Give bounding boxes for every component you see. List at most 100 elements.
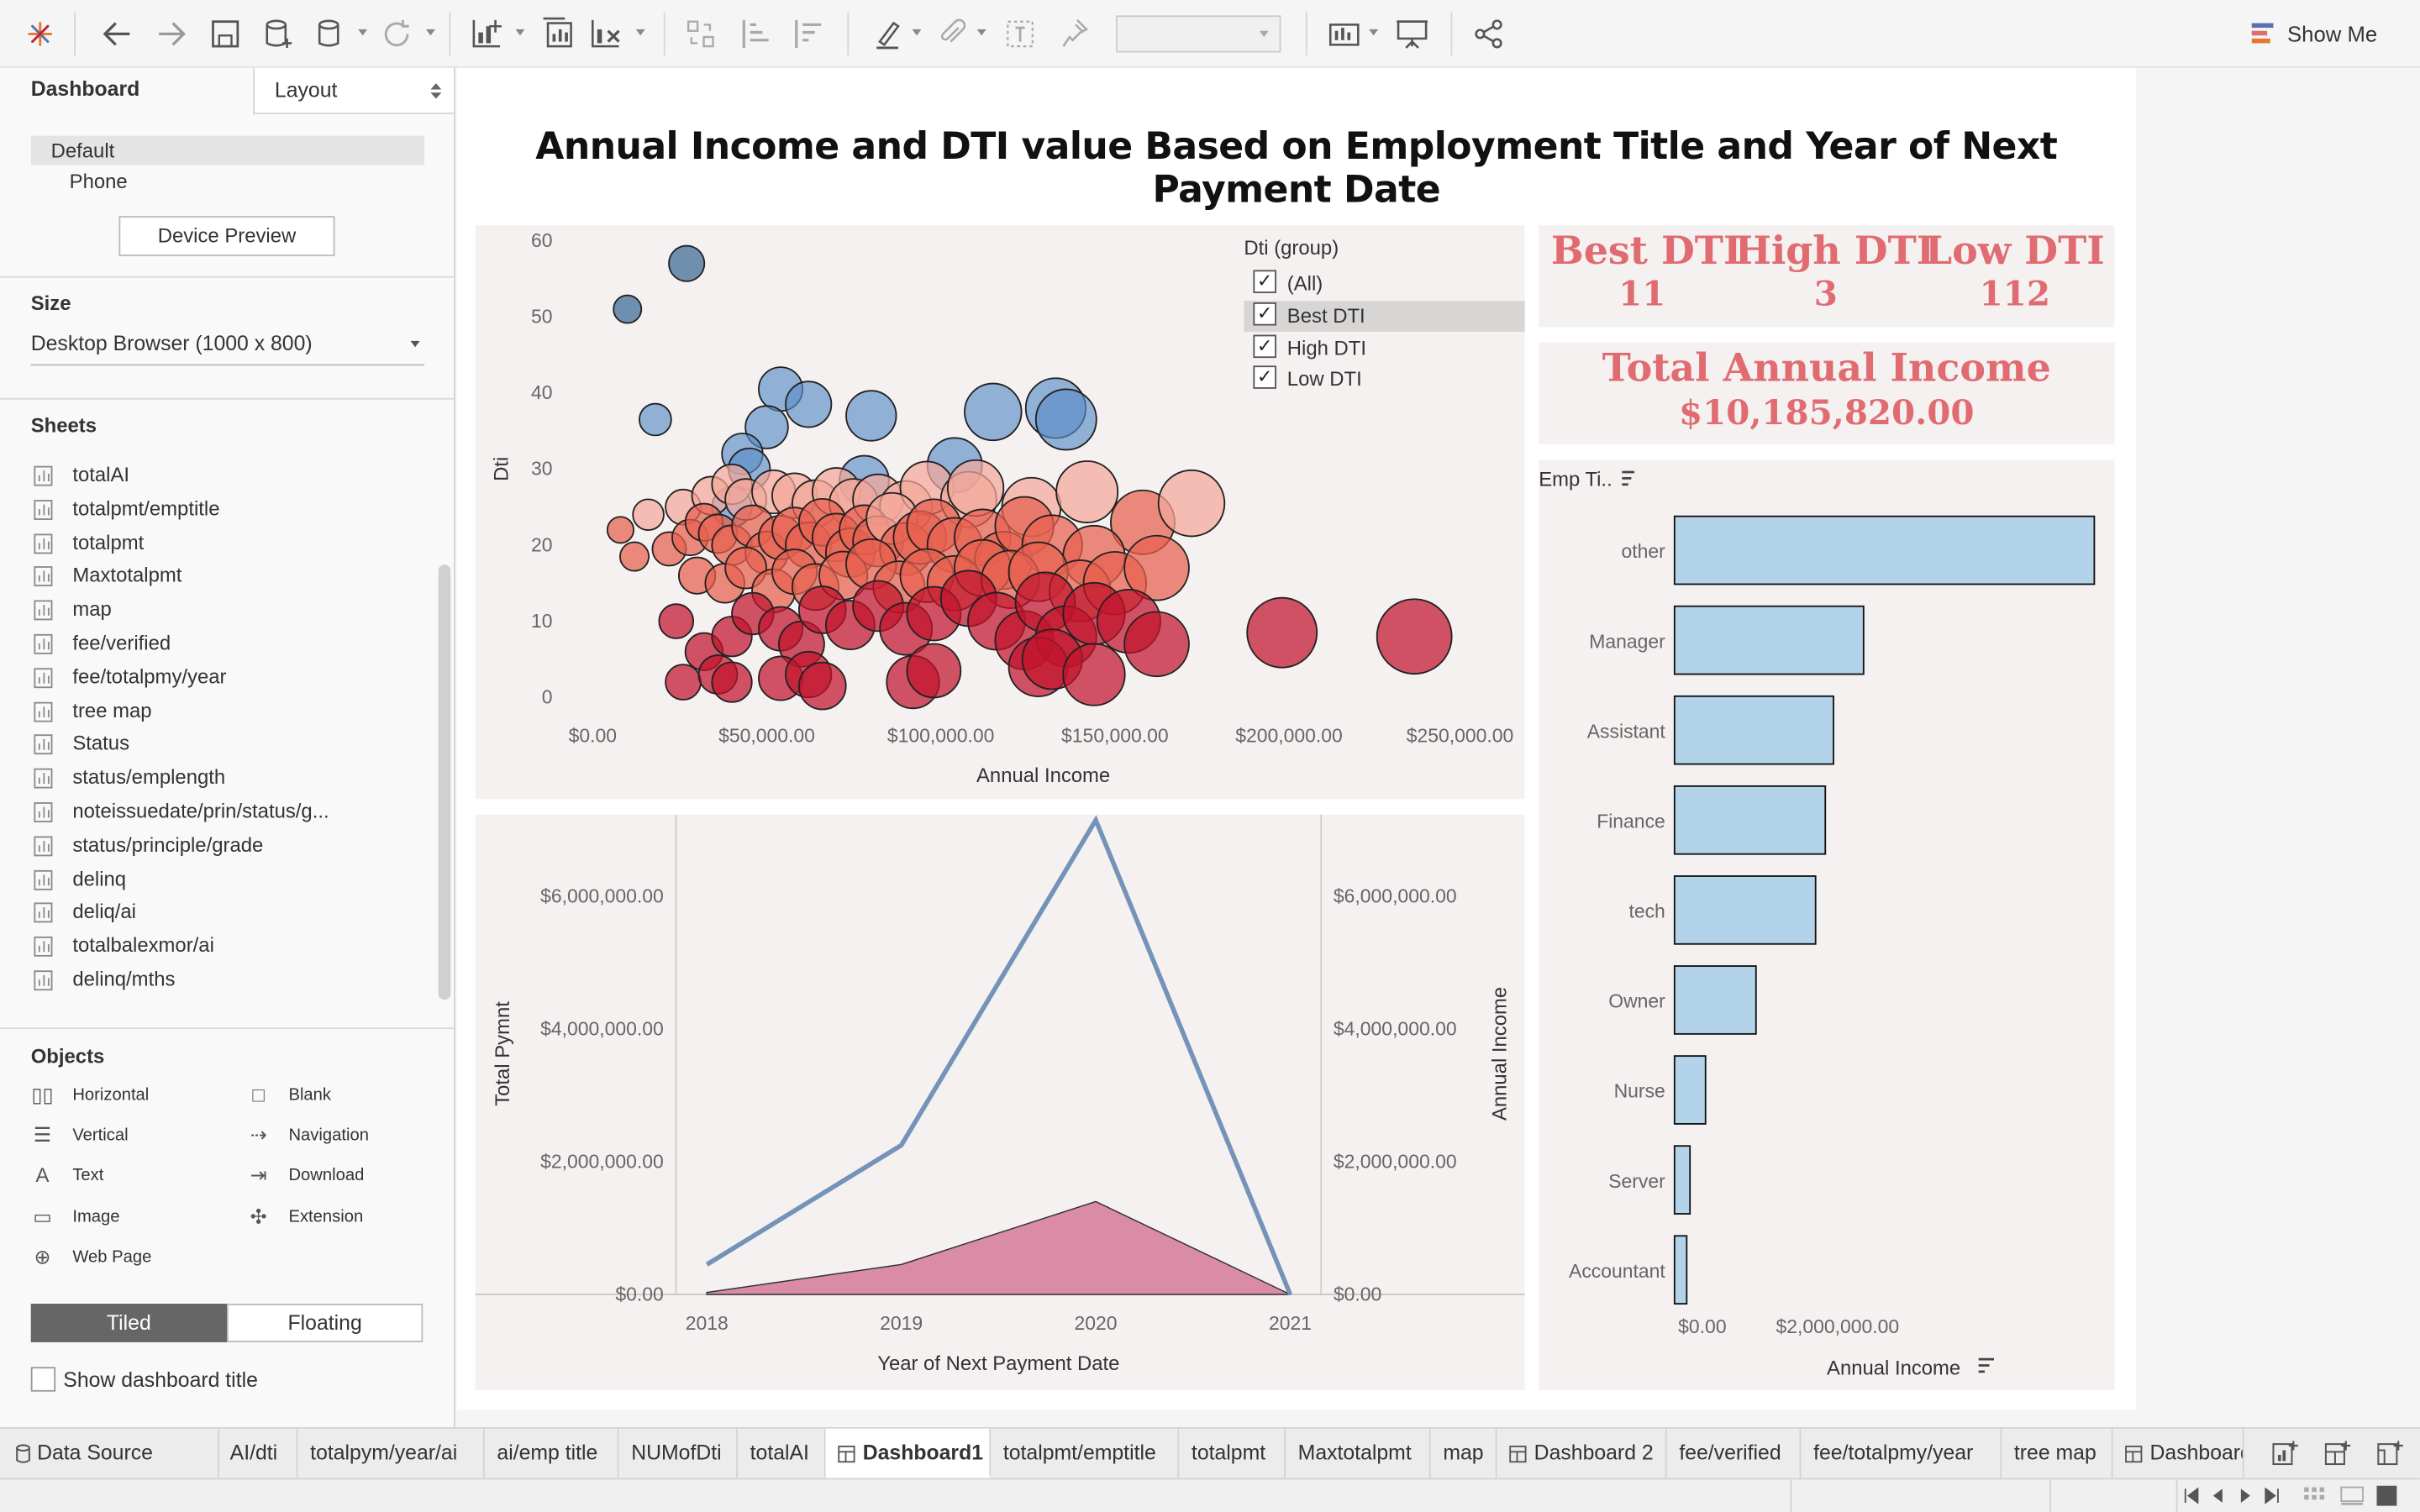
sort-ascending-icon[interactable] [738, 15, 775, 52]
bar[interactable] [1673, 695, 1834, 765]
filter-option-label[interactable]: Low DTI [1286, 367, 1362, 391]
duplicate-sheet-icon[interactable] [540, 15, 577, 52]
line-chart[interactable]: $0.00 $2,000,000.00 $4,000,000.00 $6,000,00… [475, 814, 1525, 1390]
sheet-item-totalpmt-emptitle[interactable]: totalpmt/emptitle [31, 495, 433, 526]
line-panel[interactable]: $0.00 $2,000,000.00 $4,000,000.00 $6,000,00… [475, 814, 1525, 1390]
scatter-chart[interactable]: 0 10 20 30 40 50 60 $0.00 $50,000.00 $100,000.00 $… [476, 225, 1525, 799]
object-blank[interactable]: □ Blank [247, 1083, 432, 1110]
bar[interactable] [1673, 605, 1865, 675]
tab-totalpym-year-ai[interactable]: totalpym/year/ai [297, 1428, 485, 1478]
scatter-point[interactable] [613, 294, 643, 324]
tab-tree-map[interactable]: tree map [2002, 1428, 2113, 1478]
scatter-point[interactable] [797, 661, 847, 711]
sheet-item-fee-totalpmy-year[interactable]: fee/totalpmy/year [31, 663, 433, 694]
sheet-item-tree-map[interactable]: tree map [31, 696, 433, 727]
tiled-button[interactable]: Tiled [30, 1304, 227, 1342]
tab-nav-arrows-icon[interactable] [2182, 1486, 2291, 1506]
tab-totalai[interactable]: totalAI [738, 1428, 826, 1478]
scatter-point[interactable] [668, 244, 706, 282]
scatter-point[interactable] [1062, 643, 1126, 706]
bar[interactable] [1673, 785, 1827, 855]
save-icon[interactable] [207, 15, 244, 52]
sheet-item-delinq-mths[interactable]: delinq/mths [31, 966, 433, 997]
tab-dashboard1[interactable]: Dashboard1 [825, 1428, 992, 1478]
new-dashboard-tab-icon[interactable] [2324, 1440, 2352, 1467]
clear-sheet-icon[interactable] [588, 15, 625, 52]
tab-data-source[interactable]: Data Source [0, 1428, 219, 1478]
sheet-item-deliq-ai[interactable]: deliq/ai [31, 899, 433, 930]
line-series-total-pymnt[interactable] [705, 815, 1293, 1296]
sheet-item-status[interactable]: Status [31, 730, 433, 761]
area-series-annual-income[interactable] [706, 1200, 1291, 1295]
new-datasource-icon[interactable] [260, 15, 297, 52]
scatter-point[interactable] [606, 516, 634, 544]
scatter-point[interactable] [632, 498, 665, 532]
highlight-icon[interactable] [869, 15, 906, 52]
sheet-item-fee-verified[interactable]: fee/verified [31, 629, 433, 660]
filter-option-label[interactable]: Best DTI [1286, 303, 1365, 328]
object-navigation[interactable]: ⇢ Navigation [247, 1123, 432, 1151]
show-tabs-icon[interactable] [2376, 1485, 2397, 1506]
show-labels-icon[interactable] [1002, 15, 1039, 52]
sheet-item-totalai[interactable]: totalAI [31, 461, 433, 492]
floating-button[interactable]: Floating [226, 1304, 424, 1342]
show-cards-icon[interactable] [1326, 15, 1363, 52]
group-members-icon[interactable] [934, 15, 971, 52]
tab-dashboard[interactable]: Dashboard [0, 67, 254, 114]
bar[interactable] [1673, 1145, 1691, 1215]
scatter-point[interactable] [1376, 598, 1453, 675]
tab-layout[interactable]: Layout [253, 67, 454, 114]
show-title-checkbox[interactable] [30, 1367, 56, 1392]
scatter-point[interactable] [964, 382, 1023, 442]
object-extension[interactable]: ✣ Extension [247, 1205, 432, 1232]
scatter-point[interactable] [1157, 469, 1226, 538]
show-filmstrip-icon[interactable] [2302, 1486, 2325, 1506]
object-web-page[interactable]: ⊕ Web Page [31, 1245, 216, 1273]
object-text[interactable]: A Text [31, 1164, 216, 1192]
tab-fee-totalpmy-year[interactable]: fee/totalpmy/year [1801, 1428, 2002, 1478]
tab-totalpmt[interactable]: totalpmt [1179, 1428, 1286, 1478]
bar-panel[interactable]: Emp Ti.. other Manager Assistant Finance tech… [1539, 459, 2115, 1390]
fit-dropdown[interactable] [1115, 15, 1281, 53]
object-download[interactable]: ⇥ Download [247, 1164, 432, 1192]
sheet-item-status-emplength[interactable]: status/emplength [31, 764, 433, 795]
pause-updates-icon[interactable] [310, 15, 347, 52]
filter-checkbox-all[interactable]: ✓ [1253, 270, 1276, 293]
show-me-button[interactable]: Show Me [2247, 15, 2420, 52]
scatter-point[interactable] [1123, 534, 1190, 601]
scatter-point[interactable] [619, 541, 650, 572]
object-image[interactable]: ▭ Image [31, 1205, 216, 1232]
scatter-panel[interactable]: 0 10 20 30 40 50 60 $0.00 $50,000.00 $100,000.00 $… [475, 225, 1525, 800]
bar[interactable] [1673, 515, 2096, 585]
scatter-point[interactable] [665, 664, 702, 701]
device-preview-button[interactable]: Device Preview [118, 216, 335, 256]
sheet-item-status-principle-grade[interactable]: status/principle/grade [31, 832, 433, 863]
refresh-icon[interactable] [378, 15, 415, 52]
bar[interactable] [1673, 875, 1817, 945]
tab-dashboard-2[interactable]: Dashboard 2 [1497, 1428, 1667, 1478]
tab-ai-emp-title[interactable]: ai/emp title [485, 1428, 619, 1478]
scatter-point[interactable] [845, 390, 897, 442]
sheet-item-noteissuedate-prin-status-g[interactable]: noteissuedate/prin/status/g... [31, 798, 433, 829]
scatter-point[interactable] [639, 402, 672, 437]
scatter-point[interactable] [1034, 388, 1097, 451]
bar-header-label[interactable]: Emp Ti.. [1539, 469, 1612, 491]
tab-maxtotalpmt[interactable]: Maxtotalpmt [1286, 1428, 1431, 1478]
scatter-point[interactable] [711, 661, 753, 703]
sheet-item-totalbalexmor-ai[interactable]: totalbalexmor/ai [31, 932, 433, 963]
sheet-item-delinq[interactable]: delinq [31, 865, 433, 896]
object-vertical[interactable]: ☰ Vertical [31, 1123, 216, 1151]
scatter-point[interactable] [1123, 611, 1190, 678]
device-phone-item[interactable]: Phone [31, 166, 424, 196]
tab-map[interactable]: map [1431, 1428, 1497, 1478]
new-worksheet-tab-icon[interactable] [2272, 1440, 2300, 1467]
back-arrow-icon[interactable] [99, 15, 136, 52]
bar[interactable] [1673, 965, 1757, 1035]
scatter-point[interactable] [946, 459, 1005, 517]
scatter-point[interactable] [1246, 596, 1318, 669]
object-horizontal[interactable]: ▯▯ Horizontal [31, 1083, 216, 1110]
forward-arrow-icon[interactable] [153, 15, 190, 52]
sheet-item-maxtotalpmt[interactable]: Maxtotalpmt [31, 562, 433, 593]
filter-checkbox-low-dti[interactable]: ✓ [1253, 366, 1276, 390]
filter-option-label[interactable]: (All) [1286, 271, 1323, 295]
